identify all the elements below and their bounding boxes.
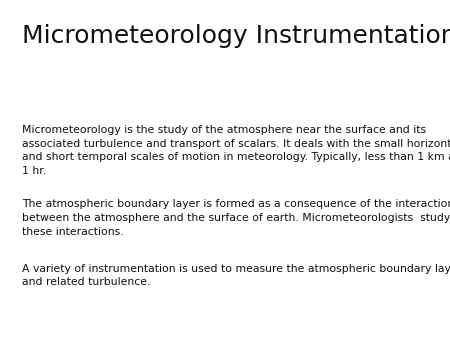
Text: Micrometeorology is the study of the atmosphere near the surface and its
associa: Micrometeorology is the study of the atm…	[22, 125, 450, 176]
Text: A variety of instrumentation is used to measure the atmospheric boundary layer
a: A variety of instrumentation is used to …	[22, 264, 450, 287]
Text: Micrometeorology Instrumentation: Micrometeorology Instrumentation	[22, 24, 450, 48]
Text: The atmospheric boundary layer is formed as a consequence of the interactions
be: The atmospheric boundary layer is formed…	[22, 199, 450, 237]
